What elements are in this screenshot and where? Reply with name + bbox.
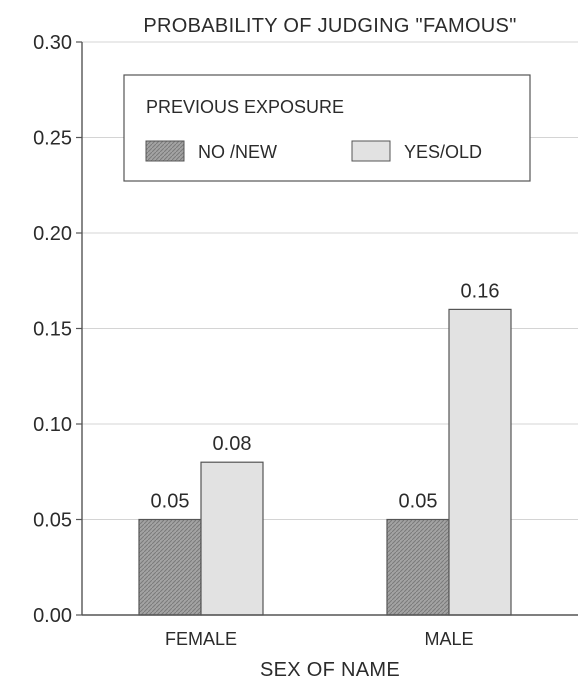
y-tick-label-4: 0.20 <box>33 223 72 245</box>
x-tick-label-female: FEMALE <box>165 629 237 649</box>
data-label-male-series-0: 0.05 <box>399 491 438 513</box>
x-tick-label-male: MALE <box>424 629 473 649</box>
y-tick-label-3: 0.15 <box>33 319 72 341</box>
data-label-female-series-1: 0.08 <box>213 433 252 455</box>
legend-box <box>123 74 531 182</box>
legend-swatch-series-1 <box>351 140 391 162</box>
legend-title: PREVIOUS EXPOSURE <box>146 97 344 117</box>
bar-female-series-0 <box>138 518 202 616</box>
legend-label-series-0: NO /NEW <box>198 142 277 162</box>
bar-male-series-0 <box>386 518 450 616</box>
y-tick-label-1: 0.05 <box>33 510 72 532</box>
y-tick-label-0: 0.00 <box>33 605 72 627</box>
y-tick-label-6: 0.30 <box>33 32 72 54</box>
bars <box>138 308 512 616</box>
legend: PREVIOUS EXPOSURE NO /NEW YES/OLD <box>123 74 531 182</box>
chart-title: PROBABILITY OF JUDGING "FAMOUS" <box>143 15 516 37</box>
x-axis-label: SEX OF NAME <box>260 659 400 681</box>
data-label-male-series-1: 0.16 <box>461 280 500 302</box>
y-tick-label-5: 0.25 <box>33 128 72 150</box>
bar-male-series-1 <box>448 308 512 616</box>
bar-female-series-1 <box>200 461 264 616</box>
y-tick-label-2: 0.10 <box>33 414 72 436</box>
legend-swatch-series-0 <box>145 140 185 162</box>
legend-label-series-1: YES/OLD <box>404 142 482 162</box>
labels: 0.00 0.05 0.10 0.15 0.20 0.25 0.30 0.05 0.08 FEMA… <box>33 32 499 649</box>
data-label-female-series-0: 0.05 <box>151 491 190 513</box>
axes <box>76 41 578 616</box>
